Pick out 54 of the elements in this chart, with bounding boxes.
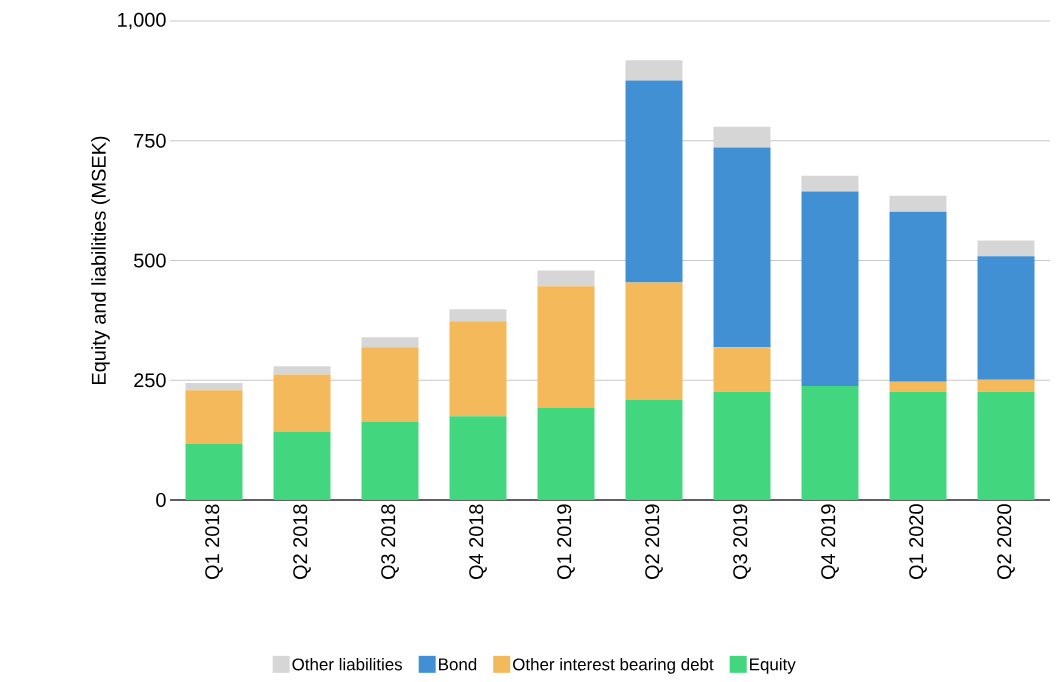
x-tick-label: Q3 2019: [733, 504, 751, 580]
bar: [889, 381, 947, 392]
y-tick-label: 750: [134, 133, 166, 148]
bar: [537, 407, 595, 500]
legend-label: Other interest bearing debt: [513, 657, 714, 674]
x-tick-label: Q1 2018: [205, 504, 223, 580]
legend-label: Bond: [439, 657, 477, 671]
bar: [977, 391, 1035, 500]
bar: [977, 240, 1035, 257]
bar: [273, 374, 331, 432]
x-tick-label: Q2 2018: [293, 504, 311, 580]
x-tick-label: Q4 2018: [469, 504, 487, 580]
bar: [977, 379, 1035, 392]
bar: [273, 366, 331, 375]
bar: [625, 60, 683, 81]
bar: [449, 416, 507, 500]
x-tick-label: Q1 2019: [557, 504, 575, 580]
legend-label: Equity: [750, 657, 796, 674]
bar: [273, 431, 331, 500]
bar: [537, 286, 595, 408]
bar: [801, 386, 859, 500]
bar: [185, 383, 243, 391]
bar: [537, 270, 595, 287]
y-tick-label: 500: [134, 253, 166, 268]
bar: [801, 191, 859, 386]
bar: [449, 309, 507, 322]
bar: [977, 256, 1035, 380]
y-axis-title: Equity and liabilities (MSEK): [91, 136, 110, 384]
x-tick-label: Q2 2020: [997, 504, 1015, 580]
y-tick-label: 250: [134, 373, 166, 388]
bar: [889, 211, 947, 382]
x-tick-label: Q4 2019: [821, 504, 839, 580]
bar: [713, 347, 771, 392]
bar: [801, 175, 859, 192]
bar: [361, 337, 419, 348]
x-tick-label: Q2 2019: [645, 504, 663, 580]
bar: [889, 391, 947, 500]
bar: [889, 195, 947, 212]
x-tick-label: Q1 2020: [909, 504, 927, 580]
bar: [449, 321, 507, 417]
bar: [361, 421, 419, 500]
y-tick-label: 1,000: [118, 12, 166, 30]
bar: [713, 147, 771, 348]
legend-label: Other liabilities: [292, 657, 403, 671]
bar: [185, 443, 243, 500]
bar: [713, 391, 771, 500]
bar: [361, 347, 419, 422]
y-tick-label: 0: [156, 492, 166, 508]
bar: [625, 282, 683, 400]
x-tick-label: Q3 2018: [381, 504, 399, 580]
bar: [625, 80, 683, 283]
bar: [713, 126, 771, 148]
bar: [625, 399, 683, 500]
bar: [185, 390, 243, 444]
